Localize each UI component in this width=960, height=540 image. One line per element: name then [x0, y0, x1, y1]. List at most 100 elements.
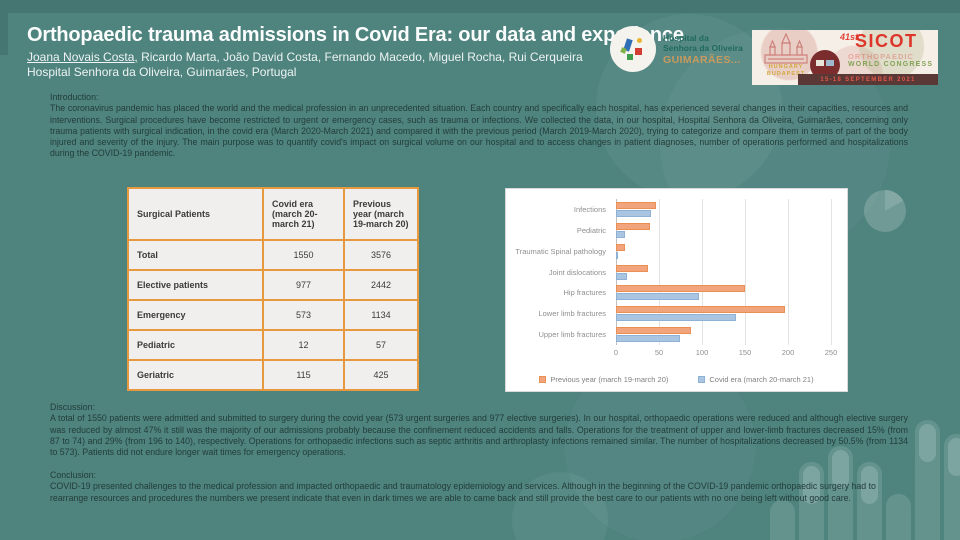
congress-location: HUNGARY BUDAPEST [758, 64, 814, 78]
congress-dates-band: 15-18 SEPTEMBER 2021 [798, 74, 938, 85]
row-label: Pediatric [127, 329, 264, 361]
chart-bar [616, 306, 785, 314]
discussion-section: Discussion: A total of 1550 patients wer… [50, 402, 908, 458]
bar-decoration [944, 434, 960, 540]
chart-x-tick-label: 0 [613, 348, 619, 357]
bar-decoration [770, 500, 795, 540]
chart-legend-label: Previous year (march 19-march 20) [550, 375, 669, 384]
chart-bar [616, 293, 700, 301]
admissions-bar-chart: Infections Pediatric Traumatic Spinal path… [505, 188, 848, 392]
hospital-wordmark: Hospital da Senhora da Oliveira GUIMARÃE… [663, 33, 743, 65]
discussion-label: Discussion: [50, 402, 95, 412]
table-row: Elective patients 977 2442 [127, 269, 419, 301]
congress-acronym: SICOT [855, 31, 918, 51]
congress-dates: 15-18 SEPTEMBER 2021 [820, 76, 916, 83]
chart-x-ticks: 0 50 100 150 200 250 [613, 348, 837, 358]
chart-x-tick-label: 150 [738, 348, 752, 357]
chart-bar-group [616, 282, 831, 303]
conclusion-section: Conclusion: COVID-19 presented challenge… [50, 470, 908, 504]
chart-plot-area [616, 199, 832, 345]
chart-gridline [831, 199, 832, 345]
chart-bar [616, 209, 652, 217]
table-row: Geriatric 115 425 [127, 359, 419, 391]
introduction-text: The coronavirus pandemic has placed the … [50, 103, 908, 159]
chart-gridline [788, 199, 789, 345]
introduction-section: Introduction: The coronavirus pandemic h… [50, 92, 908, 160]
previous-year-value: 425 [343, 359, 419, 391]
authors-line: Joana Novais Costa, Ricardo Marta, João … [27, 50, 583, 64]
chart-bar [616, 222, 650, 230]
chart-gridline [659, 199, 660, 345]
conclusion-text: COVID-19 presented challenges to the med… [50, 481, 876, 503]
previous-year-value: 1134 [343, 299, 419, 331]
covid-era-value: 1550 [262, 239, 345, 271]
chart-category-label: Hip fractures [563, 288, 606, 298]
chart-x-tick-label: 200 [781, 348, 795, 357]
table-row: Emergency 573 1134 [127, 299, 419, 331]
chart-bar-group [616, 199, 831, 220]
chart-bar [616, 285, 745, 293]
table-header-cell: Previous year (march 19-march 20) [343, 187, 419, 241]
chart-legend-marker-icon [698, 376, 706, 383]
chart-legend-item: Previous year (march 19-march 20) [539, 375, 668, 384]
hospital-badge-icon [610, 26, 656, 72]
affiliation: Hospital Senhora da Oliveira, Guimarães,… [27, 65, 297, 79]
congress-logo: HUNGARY BUDAPEST 41st SICOT ORTHOPAEDIC … [752, 30, 938, 85]
row-label: Geriatric [127, 359, 264, 391]
congress-world-congress-text: WORLD CONGRESS [848, 61, 934, 68]
chart-category-label: Lower limb fractures [538, 309, 606, 319]
chart-bar [616, 201, 656, 209]
chart-category-label: Pediatric [576, 225, 606, 235]
hospital-logo: Hospital da Senhora da Oliveira GUIMARÃE… [610, 26, 743, 72]
hospital-name-line1: Hospital da [663, 33, 709, 43]
hospital-name-line2: Senhora da Oliveira [663, 43, 743, 53]
chart-bar [616, 243, 625, 251]
covid-era-value: 115 [262, 359, 345, 391]
discussion-text: A total of 1550 patients were admitted a… [50, 413, 908, 458]
chart-rows [616, 199, 831, 345]
chart-bar [616, 251, 618, 259]
chart-gridline [616, 199, 617, 345]
page-title: Orthopaedic trauma admissions in Covid E… [27, 24, 684, 46]
congress-orthopaedic-text: ORTHOPAEDIC [848, 52, 914, 61]
chart-category-labels: Infections Pediatric Traumatic Spinal path… [510, 199, 612, 345]
table-row: Pediatric 12 57 [127, 329, 419, 361]
previous-year-value: 3576 [343, 239, 419, 271]
previous-year-value: 2442 [343, 269, 419, 301]
conclusion-label: Conclusion: [50, 470, 96, 480]
pie-chart-icon [863, 189, 907, 233]
table-header-cell: Covid era (march 20-march 21) [262, 187, 345, 241]
chart-x-tick-label: 50 [654, 348, 664, 357]
chart-bar [616, 264, 648, 272]
first-author: Joana Novais Costa, [27, 50, 138, 64]
other-authors: Ricardo Marta, João David Costa, Fernand… [141, 50, 583, 64]
table-header-row: Surgical Patients Covid era (march 20-ma… [127, 187, 419, 241]
chart-gridline [702, 199, 703, 345]
chart-bar-group [616, 303, 831, 324]
bar-decoration [915, 420, 940, 540]
row-label: Total [127, 239, 264, 271]
chart-bar-group [616, 220, 831, 241]
hospital-city: GUIMARÃES... [663, 54, 741, 66]
chart-legend-marker-icon [539, 376, 547, 383]
chart-bar [616, 230, 625, 238]
chart-legend: Previous year (march 19-march 20) Covid e… [506, 375, 847, 384]
chart-x-tick-label: 100 [695, 348, 709, 357]
chart-bar [616, 335, 680, 343]
chart-gridline [745, 199, 746, 345]
chart-category-label: Traumatic Spinal pathology [515, 246, 606, 256]
row-label: Emergency [127, 299, 264, 331]
congress-edition: 41st [840, 32, 859, 42]
parliament-building-icon [764, 33, 808, 64]
chart-category-label: Upper limb fractures [538, 330, 606, 340]
chart-legend-item: Covid era (march 20-march 21) [698, 375, 814, 384]
chart-bar [616, 314, 737, 322]
covid-era-value: 977 [262, 269, 345, 301]
previous-year-value: 57 [343, 329, 419, 361]
chart-legend-label: Covid era (march 20-march 21) [709, 375, 814, 384]
chart-bar-group [616, 241, 831, 262]
introduction-label: Introduction: [50, 92, 99, 102]
chart-bar [616, 272, 628, 280]
surgical-patients-table: Surgical Patients Covid era (march 20-ma… [127, 187, 419, 391]
